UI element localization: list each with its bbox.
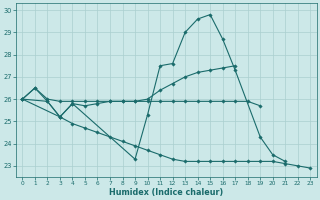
X-axis label: Humidex (Indice chaleur): Humidex (Indice chaleur)	[109, 188, 223, 197]
